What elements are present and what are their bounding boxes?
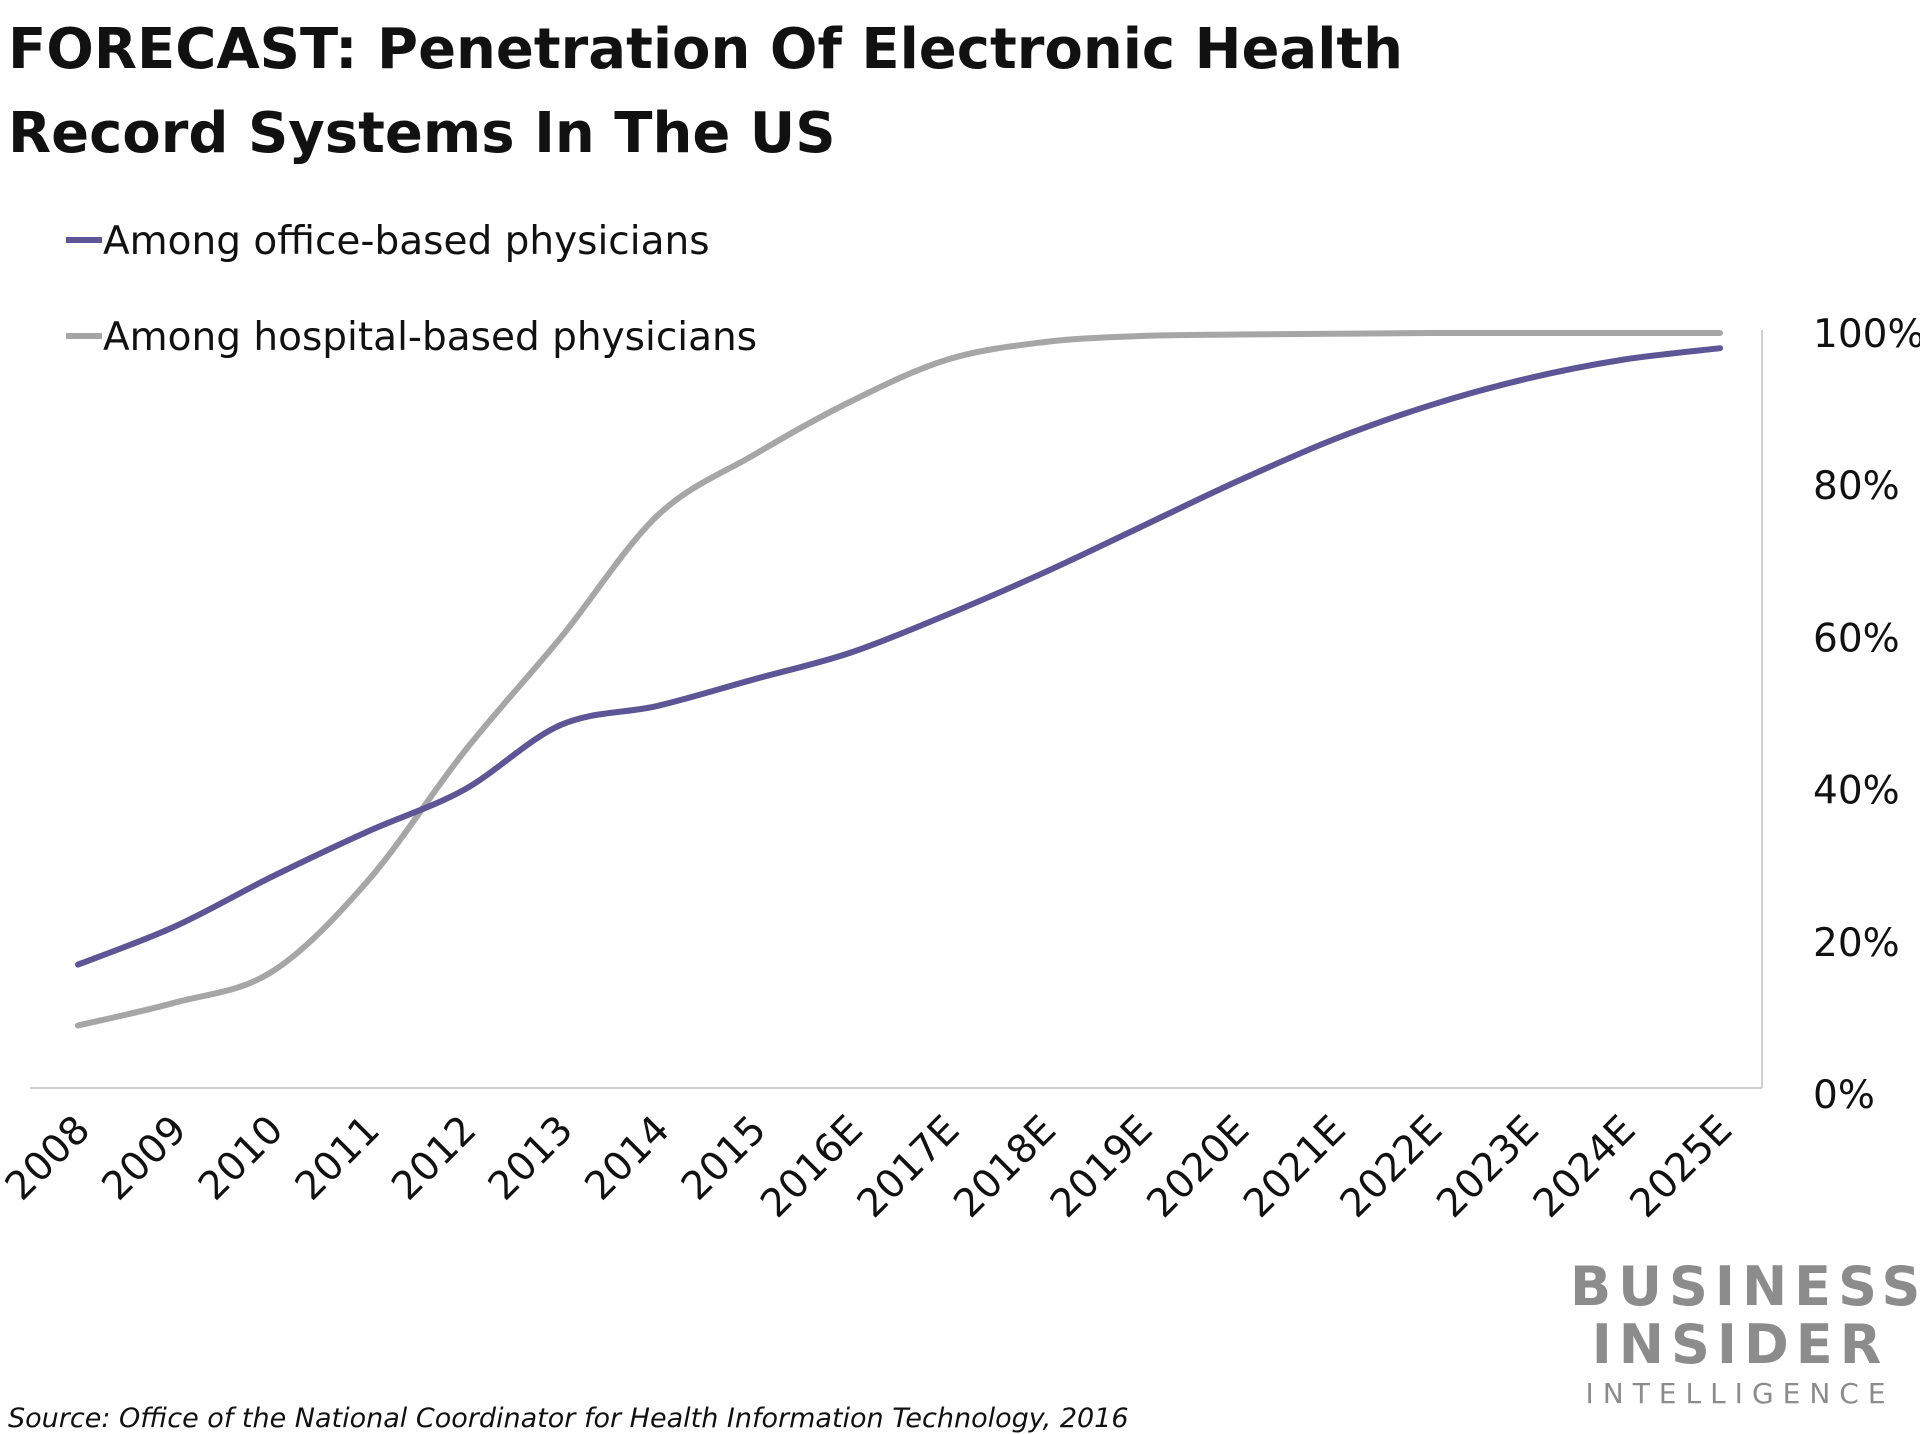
x-tick-label: 2022E: [1332, 1107, 1451, 1226]
legend-label-office: Among office-based physicians: [103, 219, 710, 264]
x-tick-label: 2025E: [1622, 1107, 1741, 1226]
y-axis-ticks: 0% 20% 40% 60% 80% 100%: [1813, 312, 1920, 1118]
logo-line-intelligence: INTELLIGENCE: [1585, 1377, 1895, 1410]
x-tick-label: 2017E: [849, 1107, 968, 1226]
logo-line-business: BUSINESS: [1570, 1255, 1920, 1318]
x-tick-label: 2013: [480, 1107, 582, 1209]
legend-item-hospital: Among hospital-based physicians: [66, 315, 757, 360]
y-tick-label: 0%: [1813, 1073, 1875, 1118]
source-note: Source: Office of the National Coordinat…: [8, 1403, 1129, 1434]
x-tick-label: 2012: [383, 1107, 485, 1209]
x-tick-label: 2020E: [1139, 1107, 1258, 1226]
x-tick-label: 2014: [577, 1107, 679, 1209]
x-tick-label: 2009: [94, 1107, 196, 1209]
x-tick-label: 2008: [0, 1107, 99, 1209]
x-axis-ticks: 200820092010201120122013201420152016E201…: [0, 1107, 1741, 1226]
legend-label-hospital: Among hospital-based physicians: [103, 315, 757, 360]
series-lines: [75, 329, 1723, 1029]
y-tick-label: 40%: [1813, 769, 1900, 814]
legend: Among office-based physicians Among hosp…: [66, 219, 757, 360]
series-line-hospital: [75, 329, 1723, 1029]
legend-item-office: Among office-based physicians: [66, 219, 710, 264]
chart-title: FORECAST: Penetration Of Electronic Heal…: [8, 8, 1408, 176]
y-tick-label: 20%: [1813, 921, 1900, 966]
x-tick-label: 2011: [287, 1107, 389, 1209]
series-line-office: [75, 345, 1723, 968]
business-insider-intelligence-logo: BUSINESS INSIDER INTELLIGENCE: [1570, 1255, 1920, 1414]
y-tick-label: 60%: [1813, 616, 1900, 661]
x-tick-label: 2016E: [752, 1107, 871, 1226]
x-tick-label: 2023E: [1428, 1107, 1547, 1226]
chart-title-line-2: Record Systems In The US: [8, 101, 836, 166]
y-tick-label: 80%: [1813, 464, 1900, 509]
x-tick-label: 2024E: [1525, 1107, 1644, 1226]
x-tick-label: 2010: [190, 1107, 292, 1209]
x-tick-label: 2021E: [1235, 1107, 1354, 1226]
x-tick-label: 2018E: [946, 1107, 1065, 1226]
chart-title-line-1: FORECAST: Penetration Of Electronic Heal…: [8, 17, 1404, 82]
x-tick-label: 2019E: [1042, 1107, 1161, 1226]
logo-line-insider: INSIDER: [1591, 1313, 1889, 1376]
y-tick-label: 100%: [1813, 312, 1920, 357]
